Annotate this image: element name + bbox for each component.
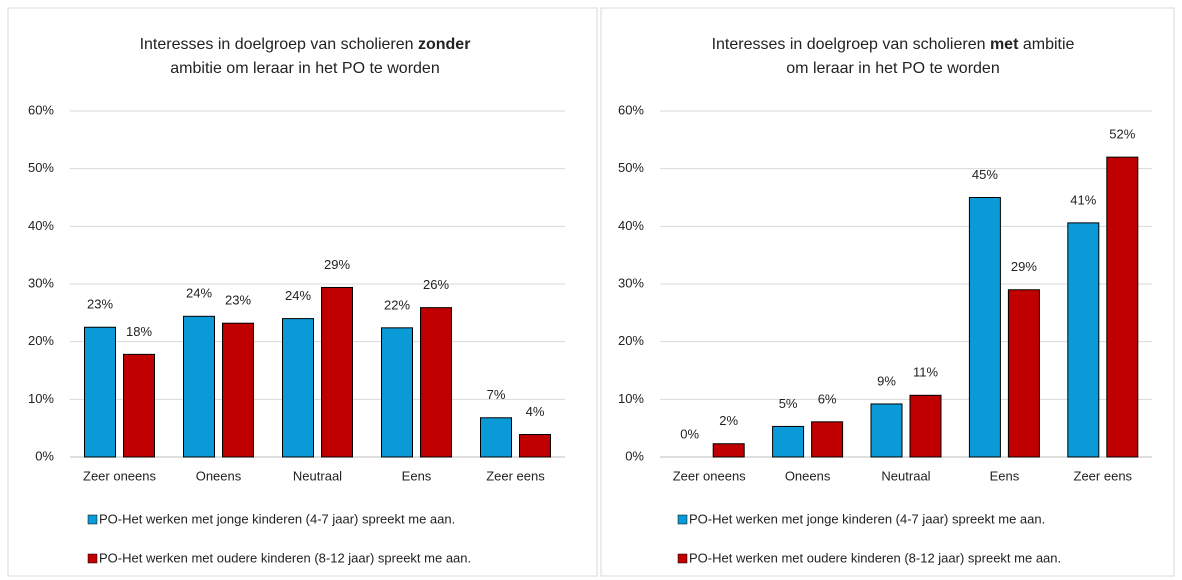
- bar: [1106, 156, 1139, 458]
- y-tick-label: 40%: [618, 218, 644, 233]
- data-label: 29%: [324, 257, 350, 272]
- data-label: 18%: [126, 324, 152, 339]
- title-part: Interesses in doelgroep van scholieren: [712, 36, 990, 53]
- x-tick-label: Eens: [402, 468, 432, 483]
- y-tick-label: 40%: [28, 218, 54, 233]
- bar: [123, 353, 155, 458]
- data-label: 22%: [384, 297, 410, 312]
- panel-border: [600, 7, 1175, 577]
- title-part: Interesses in doelgroep van scholieren: [140, 36, 418, 53]
- data-label: 23%: [87, 297, 113, 312]
- data-label: 0%: [680, 426, 699, 441]
- x-tick-label: Eens: [990, 468, 1020, 483]
- bar: [909, 394, 942, 458]
- bar: [282, 318, 314, 458]
- title-part: ambitie om leraar in het PO te worden: [170, 60, 439, 77]
- bar: [772, 425, 805, 458]
- panel-border: [7, 7, 598, 577]
- bar: [84, 326, 116, 458]
- data-label: 52%: [1109, 127, 1135, 142]
- data-label: 41%: [1070, 192, 1096, 207]
- y-tick-label: 60%: [618, 102, 644, 117]
- y-tick-label: 60%: [28, 102, 54, 117]
- bar: [968, 197, 1001, 458]
- x-tick-label: Zeer oneens: [673, 468, 746, 483]
- x-tick-label: Oneens: [196, 468, 242, 483]
- y-tick-label: 30%: [618, 275, 644, 290]
- bar: [222, 322, 254, 458]
- data-label: 29%: [1011, 259, 1037, 274]
- legend-label: PO-Het werken met oudere kinderen (8-12 …: [99, 550, 471, 565]
- x-tick-label: Oneens: [785, 468, 831, 483]
- y-tick-label: 0%: [35, 448, 54, 463]
- bar: [712, 443, 745, 458]
- x-tick-label: Neutraal: [881, 468, 930, 483]
- y-tick-label: 0%: [625, 448, 644, 463]
- chart-title: Interesses in doelgroep van scholieren m…: [712, 36, 1075, 53]
- legend-label: PO-Het werken met jonge kinderen (4-7 ja…: [689, 511, 1045, 526]
- legend-label: PO-Het werken met oudere kinderen (8-12 …: [689, 550, 1061, 565]
- bar: [870, 403, 903, 458]
- bar: [519, 434, 551, 458]
- title-part: om leraar in het PO te worden: [786, 60, 999, 77]
- x-tick-label: Zeer eens: [1074, 468, 1133, 483]
- title-part: met: [990, 36, 1019, 53]
- data-label: 24%: [186, 286, 212, 301]
- title-part: ambitie: [1018, 36, 1074, 53]
- legend-swatch: [87, 553, 98, 564]
- y-tick-label: 20%: [28, 333, 54, 348]
- x-tick-label: Zeer eens: [486, 468, 545, 483]
- bar: [381, 327, 413, 458]
- y-tick-label: 50%: [618, 160, 644, 175]
- legend-label: PO-Het werken met jonge kinderen (4-7 ja…: [99, 511, 455, 526]
- data-label: 2%: [719, 413, 738, 428]
- data-label: 45%: [972, 167, 998, 182]
- title-part: zonder: [418, 36, 470, 53]
- data-label: 5%: [779, 396, 798, 411]
- data-label: 23%: [225, 293, 251, 308]
- legend-swatch: [677, 553, 688, 564]
- data-label: 4%: [526, 404, 545, 419]
- x-tick-label: Neutraal: [293, 468, 342, 483]
- y-tick-label: 10%: [28, 391, 54, 406]
- y-tick-label: 30%: [28, 275, 54, 290]
- x-tick-label: Zeer oneens: [83, 468, 156, 483]
- data-label: 9%: [877, 373, 896, 388]
- bar: [183, 315, 215, 458]
- data-label: 11%: [913, 365, 938, 380]
- bar: [480, 417, 512, 458]
- bar: [1007, 289, 1040, 458]
- bar: [321, 286, 353, 458]
- bar: [420, 307, 452, 458]
- data-label: 24%: [285, 288, 311, 303]
- chart-title: om leraar in het PO te worden: [786, 60, 999, 77]
- y-tick-label: 50%: [28, 160, 54, 175]
- y-tick-label: 10%: [618, 391, 644, 406]
- chart-title: ambitie om leraar in het PO te worden: [170, 60, 439, 77]
- data-label: 26%: [423, 277, 449, 292]
- legend-swatch: [87, 514, 98, 525]
- chart-title: Interesses in doelgroep van scholieren z…: [140, 36, 471, 53]
- data-label: 6%: [818, 391, 837, 406]
- legend-swatch: [677, 514, 688, 525]
- y-tick-label: 20%: [618, 333, 644, 348]
- bar: [811, 421, 844, 458]
- data-label: 7%: [487, 387, 506, 402]
- bar: [1067, 222, 1100, 458]
